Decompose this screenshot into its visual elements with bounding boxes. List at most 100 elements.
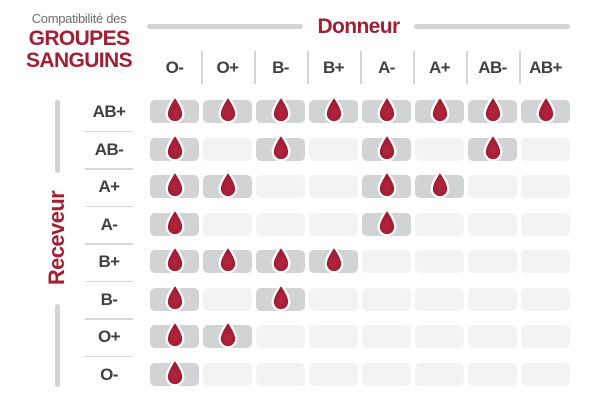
column-header-B+: B+ bbox=[322, 57, 345, 77]
row-label-B-: B- bbox=[100, 289, 118, 309]
cell-A+-from-A+ bbox=[415, 170, 464, 199]
cell-A--from-B- bbox=[256, 212, 305, 236]
cell-AB--from-AB- bbox=[468, 132, 517, 161]
cell-B--from-A+ bbox=[415, 287, 464, 311]
cell-O+-from-AB+ bbox=[521, 325, 570, 348]
cell-B+-from-B+ bbox=[309, 245, 358, 274]
cell-B--from-B- bbox=[256, 282, 305, 311]
row-label-A+: A+ bbox=[98, 177, 120, 196]
row-label-AB-: AB- bbox=[94, 139, 124, 159]
donor-axis-line-right bbox=[413, 23, 571, 29]
cell-B+-from-AB- bbox=[468, 250, 517, 273]
cell-B--from-B+ bbox=[309, 287, 358, 311]
cell-AB+-from-AB+ bbox=[521, 95, 570, 124]
blood-drop-icon bbox=[271, 282, 290, 311]
blood-drop-icon bbox=[218, 170, 237, 199]
cell-A--from-O+ bbox=[203, 212, 252, 236]
cell-B--from-A- bbox=[362, 287, 411, 311]
chart-title-prefix: Compatibilité des bbox=[31, 11, 127, 26]
row-separator bbox=[85, 130, 133, 132]
cell-A+-from-B- bbox=[256, 175, 305, 198]
column-header-A-: A- bbox=[378, 57, 395, 77]
row-label-O-: O- bbox=[100, 364, 118, 384]
cell-B+-from-B- bbox=[256, 245, 305, 274]
cell-AB+-from-A- bbox=[362, 95, 411, 124]
cell-A--from-AB+ bbox=[521, 212, 570, 236]
cell-B--from-AB- bbox=[468, 287, 517, 311]
cell-AB--from-B+ bbox=[309, 137, 358, 161]
chart-title: Compatibilité des GROUPES SANGUINS bbox=[12, 11, 146, 72]
blood-drop-icon bbox=[377, 132, 396, 161]
blood-drop-icon bbox=[483, 132, 502, 161]
blood-drop-icon bbox=[271, 132, 290, 161]
cell-B--from-AB+ bbox=[521, 287, 570, 311]
cell-A+-from-AB- bbox=[468, 175, 517, 198]
cell-O+-from-O- bbox=[150, 320, 199, 349]
blood-drop-icon bbox=[218, 95, 237, 124]
cell-A--from-O- bbox=[150, 207, 199, 236]
column-headers: O- O+ B- B+ A- A+ AB- AB+ bbox=[150, 51, 570, 84]
cell-O--from-AB+ bbox=[521, 362, 570, 386]
column-separator bbox=[360, 51, 362, 84]
column-header-A+: A+ bbox=[428, 57, 451, 77]
cell-AB--from-O- bbox=[150, 132, 199, 161]
cell-O+-from-O+ bbox=[203, 320, 252, 349]
blood-drop-icon bbox=[165, 207, 184, 236]
blood-drop-icon bbox=[430, 170, 449, 199]
blood-drop-icon bbox=[324, 95, 343, 124]
donor-axis-header: Donneur bbox=[147, 15, 571, 37]
blood-drop-icon bbox=[377, 95, 396, 124]
cell-AB+-from-O+ bbox=[203, 95, 252, 124]
cell-O+-from-A+ bbox=[415, 325, 464, 348]
cell-A+-from-AB+ bbox=[521, 175, 570, 198]
blood-drop-icon bbox=[165, 357, 184, 386]
cell-O+-from-AB- bbox=[468, 325, 517, 348]
receiver-axis-line-top bbox=[55, 100, 60, 173]
compatibility-matrix bbox=[150, 95, 570, 386]
blood-drop-icon bbox=[165, 282, 184, 311]
row-separator bbox=[85, 168, 133, 170]
cell-O--from-A- bbox=[362, 362, 411, 386]
blood-drop-icon bbox=[165, 170, 184, 199]
column-separator bbox=[201, 51, 203, 84]
cell-B+-from-O+ bbox=[203, 245, 252, 274]
cell-O--from-B- bbox=[256, 362, 305, 386]
column-header-O+: O+ bbox=[216, 57, 240, 77]
cell-AB+-from-AB- bbox=[468, 95, 517, 124]
receiver-axis-label: Receveur bbox=[44, 190, 69, 286]
blood-drop-icon bbox=[377, 170, 396, 199]
chart-title-line1: GROUPES bbox=[28, 27, 130, 50]
cell-AB--from-AB+ bbox=[521, 137, 570, 161]
column-header-AB+: AB+ bbox=[529, 57, 562, 77]
row-label-A-: A- bbox=[100, 214, 118, 234]
column-header-B-: B- bbox=[272, 57, 289, 77]
blood-drop-icon bbox=[271, 95, 290, 124]
blood-drop-icon bbox=[218, 320, 237, 349]
blood-drop-icon bbox=[377, 207, 396, 236]
row-separator bbox=[85, 205, 133, 207]
cell-O+-from-B+ bbox=[309, 325, 358, 348]
column-header-AB-: AB- bbox=[478, 57, 507, 77]
cell-AB+-from-B- bbox=[256, 95, 305, 124]
cell-AB--from-A- bbox=[362, 132, 411, 161]
cell-B+-from-A+ bbox=[415, 250, 464, 273]
receiver-axis-line-bottom bbox=[55, 304, 60, 387]
cell-O+-from-A- bbox=[362, 325, 411, 348]
cell-O--from-A+ bbox=[415, 362, 464, 386]
blood-drop-icon bbox=[271, 245, 290, 274]
cell-AB--from-A+ bbox=[415, 137, 464, 161]
cell-A--from-B+ bbox=[309, 212, 358, 236]
blood-drop-icon bbox=[324, 245, 343, 274]
cell-O--from-O+ bbox=[203, 362, 252, 386]
blood-drop-icon bbox=[536, 95, 555, 124]
blood-drop-icon bbox=[165, 245, 184, 274]
cell-A+-from-O+ bbox=[203, 170, 252, 199]
cell-A+-from-A- bbox=[362, 170, 411, 199]
blood-drop-icon bbox=[430, 95, 449, 124]
chart-title-line2: SANGUINS bbox=[25, 48, 133, 72]
cell-A--from-A- bbox=[362, 207, 411, 236]
cell-O--from-AB- bbox=[468, 362, 517, 386]
row-label-B+: B+ bbox=[98, 252, 120, 271]
cell-AB+-from-A+ bbox=[415, 95, 464, 124]
column-separator bbox=[307, 51, 309, 84]
